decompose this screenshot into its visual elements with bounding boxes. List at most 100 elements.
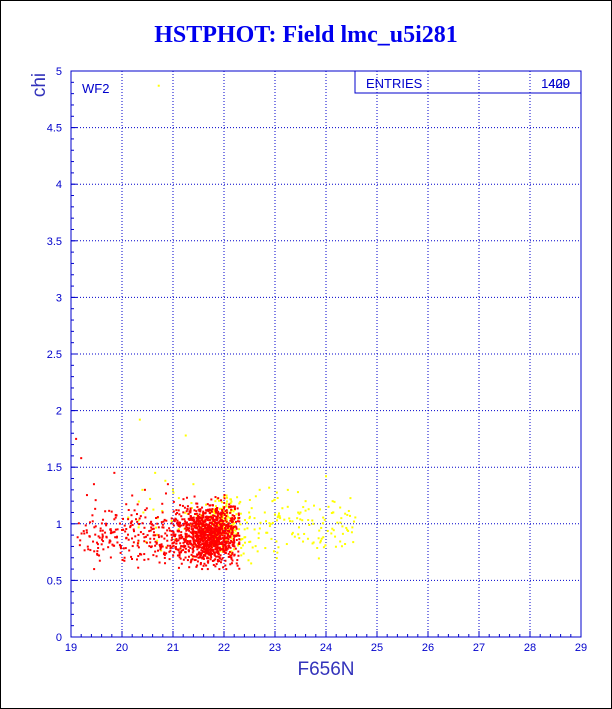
data-point [129,524,132,527]
data-point [207,550,210,553]
x-tick-label: 29 [575,642,587,654]
data-point [172,510,175,513]
data-point [332,529,335,532]
data-point [102,548,105,551]
data-point [230,500,233,503]
data-point [174,545,177,548]
data-point [206,568,209,571]
data-point [195,502,198,505]
x-tick-label: 19 [65,642,77,654]
data-point [211,504,214,507]
data-point [108,541,111,544]
data-point [206,519,209,522]
data-point [199,537,202,540]
data-point [195,510,198,513]
data-point [201,517,204,520]
data-point [202,542,205,545]
data-point [243,528,246,531]
data-point [79,539,82,542]
data-point [202,554,205,557]
data-point [209,543,212,546]
data-point [170,519,173,522]
data-point [225,520,228,523]
data-point [156,517,159,520]
data-point [162,520,165,523]
data-point [224,519,227,522]
data-point [288,517,291,520]
data-point [119,547,122,550]
data-point [188,518,191,521]
data-point [296,517,299,520]
data-point [216,517,219,520]
data-point [225,505,228,508]
data-point [212,536,215,539]
data-point [286,505,289,508]
data-point [209,512,212,515]
data-point [182,537,185,540]
data-point [236,520,239,523]
data-point [137,533,140,536]
data-point [182,558,185,561]
data-point [214,565,217,568]
grid-lines [70,70,582,638]
data-point [198,531,201,534]
data-point [223,523,226,526]
data-point [205,509,208,512]
data-point [187,517,190,520]
data-point [212,511,215,514]
data-point [205,528,208,531]
data-point [95,541,98,544]
data-point [233,506,236,509]
y-tick-label: 4.5 [47,123,62,135]
data-point [302,540,305,543]
data-point [203,562,206,565]
data-point [136,503,139,506]
data-point [326,529,329,532]
data-point [217,552,220,555]
data-point [210,545,213,548]
data-point [224,547,227,550]
data-point [200,522,203,525]
data-point [131,545,134,548]
data-point [237,550,240,553]
data-point [197,540,200,543]
data-point [155,533,158,536]
data-point [224,526,227,529]
data-point [80,532,83,535]
data-point [193,525,196,528]
data-point [212,514,215,517]
data-point [263,511,266,514]
data-point [199,530,202,533]
data-point [192,545,195,548]
data-point [352,541,355,544]
data-point [160,543,163,546]
data-point [182,524,185,527]
data-point [216,509,219,512]
data-point [230,536,233,539]
data-point [250,562,253,565]
data-point [85,529,88,532]
data-point [286,488,289,491]
data-point [227,544,230,547]
data-point [319,539,322,542]
data-point [96,552,99,555]
data-point [230,554,233,557]
data-point [165,552,168,555]
data-point [203,537,206,540]
data-point [209,540,212,543]
data-point [225,524,228,527]
data-point [195,519,198,522]
data-point [186,523,189,526]
data-point [210,525,213,528]
data-point [218,556,221,559]
data-point [98,559,101,562]
data-point [320,537,323,540]
data-point [349,497,352,500]
data-point [161,523,164,526]
data-point [184,522,187,525]
data-point [202,555,205,558]
data-point [190,528,193,531]
data-point [139,553,142,556]
data-point [176,554,179,557]
data-point [201,547,204,550]
